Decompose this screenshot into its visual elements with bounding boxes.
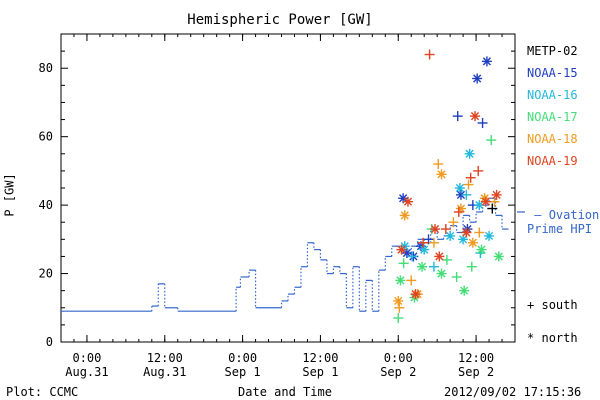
south-marker bbox=[406, 275, 417, 286]
south-marker bbox=[465, 172, 476, 183]
south-marker bbox=[461, 189, 472, 200]
x-tick-label-time: 0:00 bbox=[228, 351, 257, 365]
north-marker bbox=[464, 148, 475, 159]
legend-ovation: – Ovation Prime HPI bbox=[527, 208, 599, 236]
x-tick-label-time: 12:00 bbox=[302, 351, 338, 365]
x-axis-label: Date and Time bbox=[238, 385, 332, 399]
south-marker bbox=[407, 251, 418, 262]
y-tick-label: 40 bbox=[39, 198, 53, 212]
ovation-name-line1: Ovation bbox=[548, 208, 600, 222]
north-marker bbox=[402, 196, 413, 207]
north-marker bbox=[434, 251, 445, 262]
legend: METP-02 NOAA-15 NOAA-16 NOAA-17 NOAA-18 … bbox=[527, 43, 578, 175]
north-marker bbox=[491, 189, 502, 200]
ovation-dash: – bbox=[527, 208, 549, 222]
footer-plot-source: Plot: CCMC bbox=[6, 385, 79, 399]
south-marker bbox=[394, 302, 405, 313]
north-marker bbox=[481, 56, 492, 67]
legend-item-noaa-17: NOAA-17 bbox=[527, 110, 578, 124]
south-marker bbox=[487, 203, 498, 214]
x-tick-label-date: Aug.31 bbox=[143, 365, 186, 379]
north-marker bbox=[461, 227, 472, 238]
south-marker bbox=[418, 237, 429, 248]
north-marker bbox=[393, 295, 404, 306]
south-label: south bbox=[541, 298, 578, 312]
north-marker bbox=[419, 244, 430, 255]
north-marker bbox=[410, 289, 421, 300]
north-marker bbox=[445, 230, 456, 241]
south-marker bbox=[398, 258, 409, 269]
x-tick-label-date: Sep 2 bbox=[458, 365, 494, 379]
x-tick-label-date: Aug.31 bbox=[65, 365, 108, 379]
south-marker bbox=[477, 117, 488, 128]
legend-item-noaa-19: NOAA-19 bbox=[527, 154, 578, 168]
x-tick-label-date: Sep 1 bbox=[225, 365, 261, 379]
y-axis-label: P [GW] bbox=[2, 173, 17, 217]
footer-timestamp: 2012/09/02 17:15:36 bbox=[444, 385, 582, 399]
y-tick-label: 20 bbox=[39, 267, 53, 281]
south-symbol: + bbox=[527, 298, 535, 312]
south-marker bbox=[393, 313, 404, 324]
y-tick-label: 0 bbox=[46, 335, 53, 349]
south-marker bbox=[441, 254, 452, 265]
south-marker bbox=[451, 271, 462, 282]
north-marker bbox=[430, 224, 441, 235]
north-marker bbox=[480, 196, 491, 207]
south-marker bbox=[440, 224, 451, 235]
south-marker bbox=[466, 261, 477, 272]
x-tick-label-time: 12:00 bbox=[147, 351, 183, 365]
south-marker bbox=[424, 49, 435, 60]
legend-item-metp-02: METP-02 bbox=[527, 44, 578, 58]
y-tick-label: 80 bbox=[39, 61, 53, 75]
north-marker bbox=[399, 210, 410, 221]
south-marker bbox=[474, 227, 485, 238]
south-marker bbox=[453, 206, 464, 217]
south-marker bbox=[428, 237, 439, 248]
north-marker bbox=[454, 183, 465, 193]
north-marker bbox=[436, 268, 447, 279]
north-marker bbox=[396, 244, 407, 255]
south-marker bbox=[452, 111, 463, 122]
south-marker bbox=[489, 196, 500, 207]
ovation-name-line2: Prime HPI bbox=[527, 222, 593, 236]
north-marker bbox=[395, 275, 406, 286]
north-marker bbox=[436, 169, 447, 180]
y-tick-label: 60 bbox=[39, 130, 53, 144]
north-marker bbox=[493, 251, 504, 262]
legend-item-noaa-15: NOAA-15 bbox=[527, 66, 578, 80]
north-marker bbox=[470, 111, 481, 122]
south-marker bbox=[448, 217, 459, 228]
north-marker bbox=[472, 73, 483, 84]
chart-title: Hemispheric Power [GW] bbox=[187, 12, 373, 28]
south-marker bbox=[428, 261, 439, 272]
x-tick-label-date: Sep 2 bbox=[380, 365, 416, 379]
south-marker bbox=[486, 135, 497, 146]
plot-frame bbox=[60, 33, 516, 343]
north-label: north bbox=[541, 331, 578, 345]
x-tick-label-date: Sep 1 bbox=[302, 365, 338, 379]
north-marker bbox=[476, 244, 487, 255]
marker-legend-south: + south bbox=[527, 298, 578, 312]
north-marker bbox=[459, 285, 470, 296]
x-tick-label-time: 12:00 bbox=[458, 351, 494, 365]
south-marker bbox=[473, 165, 484, 176]
south-marker bbox=[433, 159, 444, 170]
north-marker bbox=[467, 237, 478, 248]
north-marker bbox=[484, 230, 495, 241]
south-marker bbox=[423, 234, 434, 245]
legend-item-noaa-16: NOAA-16 bbox=[527, 88, 578, 102]
south-marker bbox=[463, 179, 474, 190]
marker-legend-north: * north bbox=[527, 331, 578, 345]
x-tick-label-time: 0:00 bbox=[72, 351, 101, 365]
north-symbol: * bbox=[527, 331, 535, 345]
legend-item-noaa-18: NOAA-18 bbox=[527, 132, 578, 146]
x-tick-label-time: 0:00 bbox=[384, 351, 413, 365]
north-marker bbox=[417, 261, 428, 272]
